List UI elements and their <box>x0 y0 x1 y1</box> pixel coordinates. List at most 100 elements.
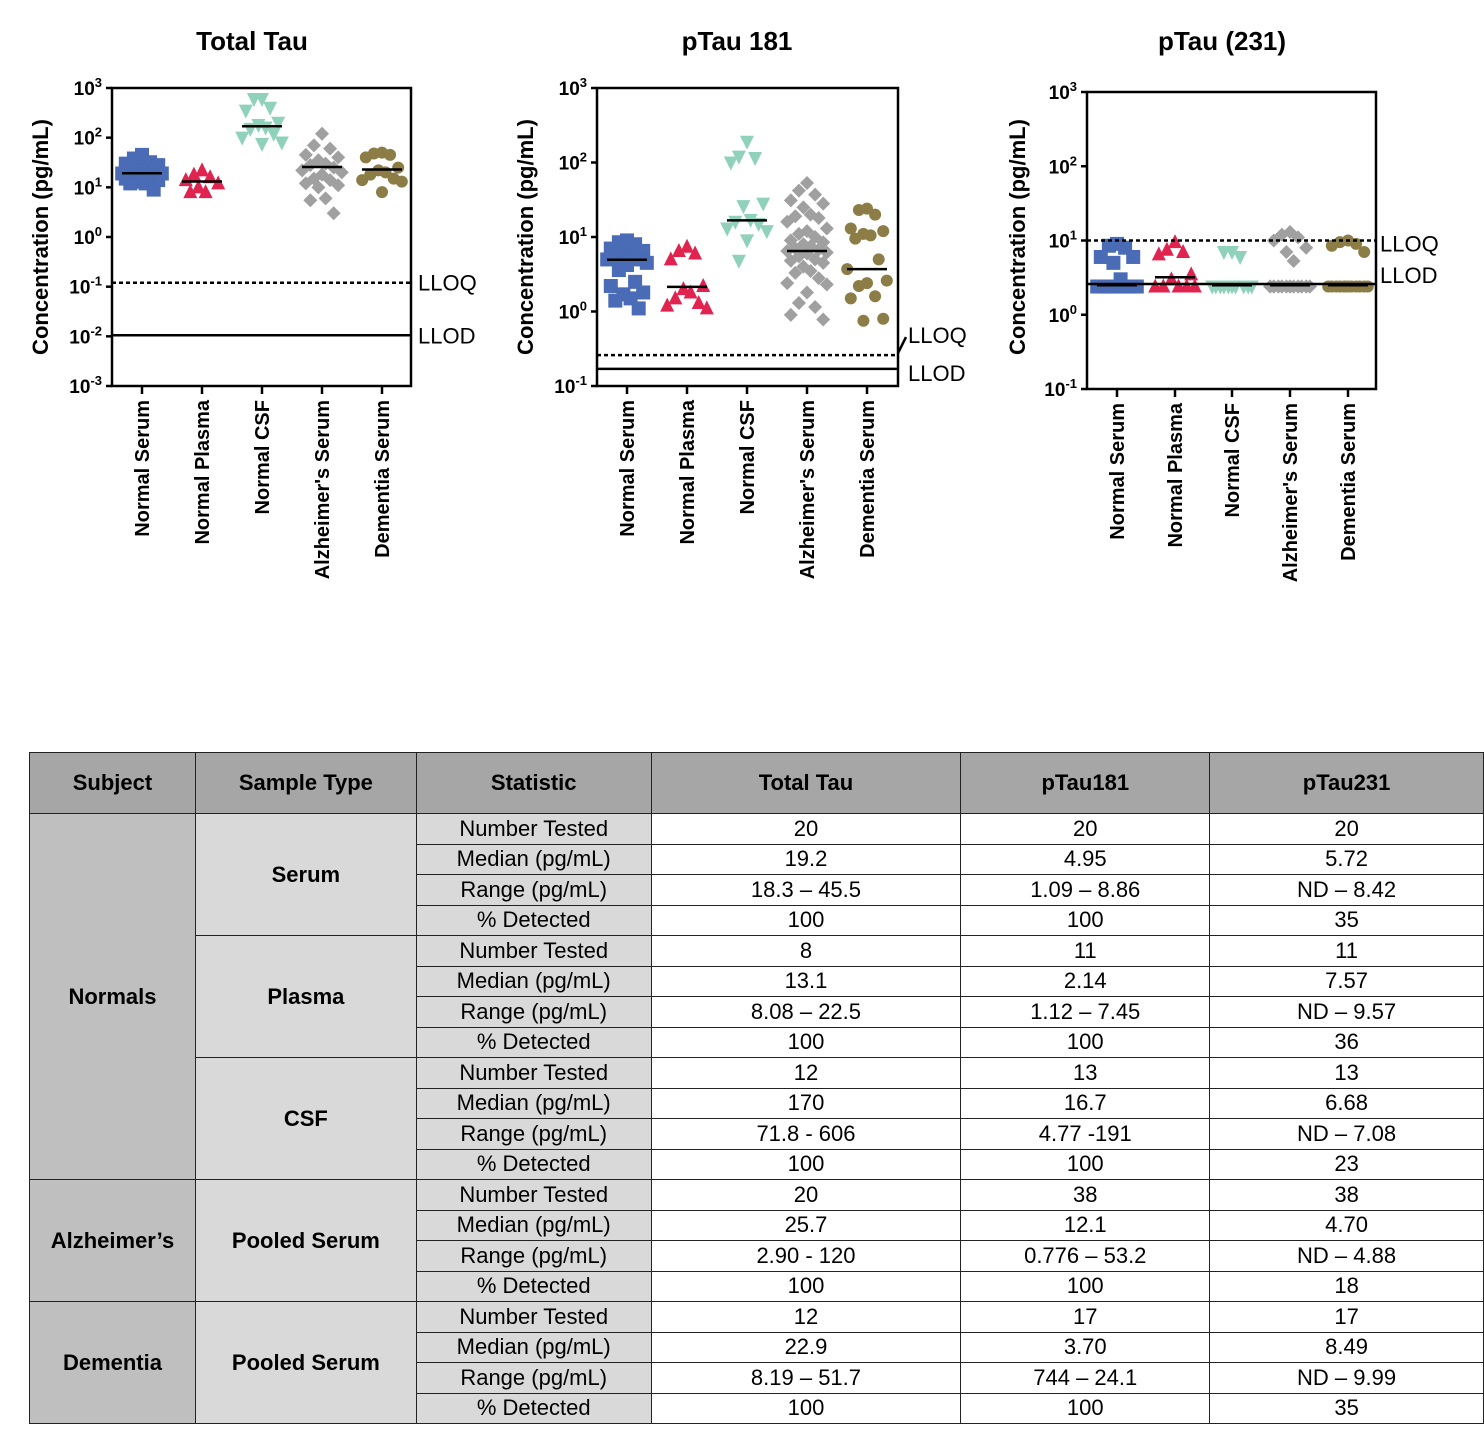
data-point <box>869 208 882 221</box>
value-cell: 100 <box>960 1392 1211 1424</box>
data-point <box>808 299 823 314</box>
y-tick-label: 103 <box>74 75 102 100</box>
value-cell: 100 <box>650 904 962 936</box>
data-point <box>740 135 754 150</box>
table-row: Alzheimer’s Pooled Serum Number Tested 20 38… <box>29 1179 1484 1302</box>
data-point <box>699 300 714 315</box>
chart-title: pTau 181 <box>682 26 793 56</box>
y-tick-label: 101 <box>74 174 102 199</box>
data-point <box>274 136 289 151</box>
chart-3: pTau (231) Concentration (pg/mL) LLOQ LLOD 1… <box>1005 26 1439 582</box>
value-cell: ND – 9.99 <box>1209 1362 1484 1394</box>
data-point <box>811 210 826 225</box>
series-5 <box>356 146 408 199</box>
data-point <box>736 200 751 215</box>
table-row: Range (pg/mL) 2.90 - 120 0.776 – 53.2 ND – … <box>30 1240 1484 1272</box>
value-cell: 20 <box>650 1179 962 1211</box>
data-point <box>311 180 326 195</box>
data-point <box>323 141 338 156</box>
column-header: pTau181 <box>960 752 1211 814</box>
value-cell: 18 <box>1209 1270 1484 1302</box>
data-point <box>857 314 870 327</box>
data-point <box>780 214 795 229</box>
data-point <box>123 176 138 191</box>
data-point <box>603 278 618 293</box>
subject-cell: Dementia <box>29 1301 196 1424</box>
data-point <box>720 222 735 237</box>
series-5 <box>841 202 893 327</box>
data-point <box>783 193 798 208</box>
column-header: Sample Type <box>194 752 417 814</box>
data-point <box>808 187 823 202</box>
data-point <box>266 127 281 142</box>
statistic-cell: Range (pg/mL) <box>415 1118 652 1150</box>
data-point <box>238 104 253 119</box>
data-point <box>631 301 646 316</box>
data-point <box>819 221 834 236</box>
data-point <box>731 254 746 269</box>
value-cell: 25.7 <box>650 1209 962 1241</box>
data-point <box>683 284 698 299</box>
value-cell: 8 <box>650 935 962 967</box>
lloq-label: LLOQ <box>1380 232 1439 257</box>
data-point <box>680 238 694 253</box>
series-3 <box>235 93 289 152</box>
value-cell: 36 <box>1209 1026 1484 1058</box>
table-row: CSF Number Tested 12 13 13 <box>30 1057 1484 1180</box>
value-cell: 11 <box>960 935 1211 967</box>
value-cell: 17 <box>1209 1301 1484 1333</box>
llod-label: LLOD <box>908 361 965 386</box>
value-cell: 11 <box>1209 935 1484 967</box>
value-cell: 6.68 <box>1209 1087 1484 1119</box>
value-cell: 2.90 - 120 <box>650 1240 962 1272</box>
y-tick-label: 103 <box>1049 79 1077 104</box>
value-cell: 13.1 <box>650 965 962 997</box>
category-label: Alzheimer's Serum <box>797 400 819 579</box>
data-point <box>1291 230 1306 245</box>
data-point <box>816 312 831 327</box>
data-point <box>849 232 862 245</box>
chart-2: pTau 181 Concentration (pg/mL) LLOQ LLOD 10-… <box>513 26 967 579</box>
statistic-cell: Number Tested <box>415 935 652 967</box>
value-cell: 7.57 <box>1209 965 1484 997</box>
statistic-cell: Median (pg/mL) <box>415 1209 652 1241</box>
data-point <box>203 169 218 184</box>
statistic-cell: Number Tested <box>415 1301 652 1333</box>
statistic-cell: Range (pg/mL) <box>415 874 652 906</box>
data-point <box>198 184 213 199</box>
data-point <box>183 184 198 199</box>
y-tick-label: 10-3 <box>69 373 102 398</box>
column-header: Subject <box>29 752 196 814</box>
data-point <box>691 295 706 310</box>
value-cell: 20 <box>960 813 1211 845</box>
statistic-cell: Number Tested <box>415 1179 652 1211</box>
value-cell: 100 <box>650 1026 962 1058</box>
statistic-cell: % Detected <box>415 1026 652 1058</box>
data-point <box>1187 278 1202 293</box>
charts-area: Total Tau Concentration (pg/mL) LLOQ LLOD 10… <box>28 26 1439 582</box>
value-cell: 4.95 <box>960 843 1211 875</box>
y-tick-label: 102 <box>74 125 102 150</box>
table-row: % Detected 100 100 36 <box>30 1026 1484 1058</box>
data-point <box>660 297 675 312</box>
data-point <box>819 277 834 292</box>
value-cell: 20 <box>650 813 962 845</box>
data-point <box>1151 246 1166 261</box>
sample-type-cell: Serum <box>194 813 417 936</box>
statistic-cell: % Detected <box>415 1392 652 1424</box>
data-point <box>359 151 372 164</box>
y-tick-label: 101 <box>559 224 587 249</box>
category-label: Dementia Serum <box>857 400 879 558</box>
data-point <box>246 93 261 108</box>
value-cell: 3.70 <box>960 1331 1211 1363</box>
data-point <box>384 148 397 161</box>
data-point <box>791 296 806 311</box>
data-point <box>791 226 806 241</box>
category-label: Normal Plasma <box>1165 402 1187 547</box>
data-point <box>783 253 798 268</box>
value-cell: 1.09 – 8.86 <box>960 874 1211 906</box>
lloq-label: LLOQ <box>418 271 477 296</box>
data-point <box>880 274 893 287</box>
data-point <box>756 197 771 212</box>
statistic-cell: Range (pg/mL) <box>415 1240 652 1272</box>
